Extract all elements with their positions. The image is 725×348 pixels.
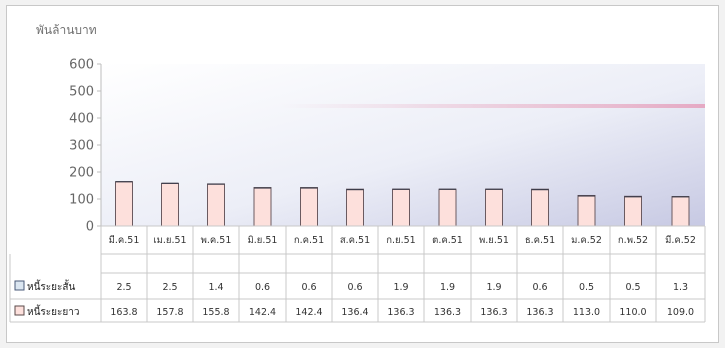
x-category-label: มี.ค.51 — [109, 234, 140, 246]
x-category-label: ก.ค.51 — [294, 235, 324, 246]
bar-long-term-debt — [438, 188, 457, 227]
x-category-label: ส.ค.51 — [340, 235, 370, 246]
x-category-label: ม.ค.52 — [571, 235, 602, 246]
y-tick-label: 0 — [86, 220, 94, 235]
x-category-label: พ.ค.51 — [201, 235, 232, 246]
legend-row-label: หนี้ระยะสั้น — [27, 279, 76, 293]
bar-short-term-debt — [115, 181, 133, 183]
data-table-cell: 136.3 — [480, 307, 507, 318]
y-axis: 0 100 200 300 400 500 600 — [69, 58, 102, 235]
bar-short-term-debt — [346, 189, 364, 191]
bar-long-term-debt — [346, 188, 364, 227]
bar-long-term-debt — [300, 187, 318, 227]
data-table-cell: 136.3 — [387, 307, 414, 318]
y-axis-unit-label: พันล้านบาท — [36, 23, 97, 37]
legend-key — [14, 280, 25, 291]
plot-area-highlight — [280, 104, 705, 108]
x-category-label: เม.ย.51 — [153, 235, 186, 246]
bar-short-term-debt — [624, 196, 642, 198]
data-table-cell: 1.9 — [393, 282, 408, 293]
data-table-cell: 142.4 — [249, 307, 276, 318]
data-table-cell: 0.6 — [532, 282, 547, 293]
data-table-cell: 136.4 — [341, 307, 368, 318]
bar-short-term-debt — [392, 188, 410, 190]
bar-short-term-debt — [207, 183, 225, 185]
data-table-cell: 109.0 — [667, 307, 694, 318]
bar-short-term-debt — [485, 188, 503, 190]
y-tick-label: 300 — [69, 139, 94, 154]
x-category-label: ธ.ค.51 — [525, 235, 555, 246]
data-table-cell: 157.8 — [156, 307, 183, 318]
x-category-label: ก.ย.51 — [386, 235, 415, 246]
data-table-cell: 0.5 — [625, 282, 640, 293]
data-table-cell: 0.6 — [301, 282, 316, 293]
bar-long-term-debt — [392, 188, 410, 227]
y-tick-label: 500 — [69, 85, 94, 100]
legend-row-label: หนี้ระยะยาว — [27, 304, 80, 318]
bar-long-term-debt — [531, 188, 549, 227]
bar-short-term-debt — [531, 189, 549, 191]
data-table-cell: 1.3 — [673, 282, 688, 293]
data-table-cell: 2.5 — [116, 282, 131, 293]
bar-long-term-debt — [115, 181, 133, 227]
data-table-cell: 1.9 — [486, 282, 501, 293]
x-category-label: ก.พ.52 — [618, 235, 648, 246]
x-category-label: มิ.ย.51 — [248, 235, 278, 246]
bar-long-term-debt — [624, 195, 642, 227]
data-table-cell: 136.3 — [526, 307, 553, 318]
y-tick-label: 600 — [69, 58, 94, 73]
bar-short-term-debt — [578, 195, 595, 197]
data-table-cell: 155.8 — [202, 307, 229, 318]
x-category-label: ต.ค.51 — [432, 235, 463, 246]
data-table-cell: 0.6 — [255, 282, 270, 293]
x-category-label: พ.ย.51 — [479, 235, 509, 246]
bar-short-term-debt — [672, 196, 689, 198]
bar-short-term-debt — [439, 188, 456, 190]
data-table-cell: 163.8 — [110, 307, 137, 318]
bar-long-term-debt — [485, 188, 503, 227]
bar-series — [115, 181, 690, 227]
bar-short-term-debt — [300, 187, 318, 189]
data-table-cell: 1.9 — [440, 282, 455, 293]
data-table-cell: 0.6 — [347, 282, 362, 293]
data-table: มี.ค.51 เม.ย.51 พ.ค.51 มิ.ย.51 ก.ค.51 ส.ค.51 ก… — [9, 225, 706, 323]
data-table-cell: 110.0 — [619, 307, 646, 318]
legend-key — [14, 305, 25, 316]
bar-long-term-debt — [671, 196, 690, 227]
bar-short-term-debt — [161, 182, 179, 184]
bar-long-term-debt — [253, 187, 272, 227]
y-tick-label: 200 — [69, 166, 94, 181]
data-table-cell: 113.0 — [573, 307, 600, 318]
data-table-cell: 1.4 — [208, 282, 223, 293]
x-category-label: มี.ค.52 — [665, 234, 696, 246]
bar-long-term-debt — [161, 182, 179, 227]
bar-short-term-debt — [254, 187, 271, 189]
y-tick-label: 400 — [69, 112, 94, 127]
data-table-cell: 0.5 — [579, 282, 594, 293]
bar-long-term-debt — [577, 194, 596, 227]
data-table-cell: 136.3 — [434, 307, 461, 318]
y-tick-label: 100 — [69, 193, 94, 208]
data-table-cell: 2.5 — [162, 282, 177, 293]
bar-long-term-debt — [207, 183, 225, 227]
data-table-cell: 142.4 — [295, 307, 322, 318]
